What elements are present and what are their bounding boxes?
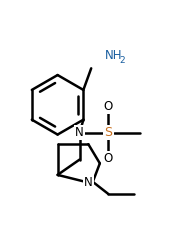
Text: O: O: [104, 152, 113, 165]
Text: N: N: [75, 126, 84, 139]
Text: NH: NH: [105, 49, 122, 62]
Text: N: N: [84, 176, 93, 189]
Text: S: S: [104, 126, 113, 139]
Text: 2: 2: [119, 56, 125, 64]
Text: O: O: [104, 100, 113, 113]
